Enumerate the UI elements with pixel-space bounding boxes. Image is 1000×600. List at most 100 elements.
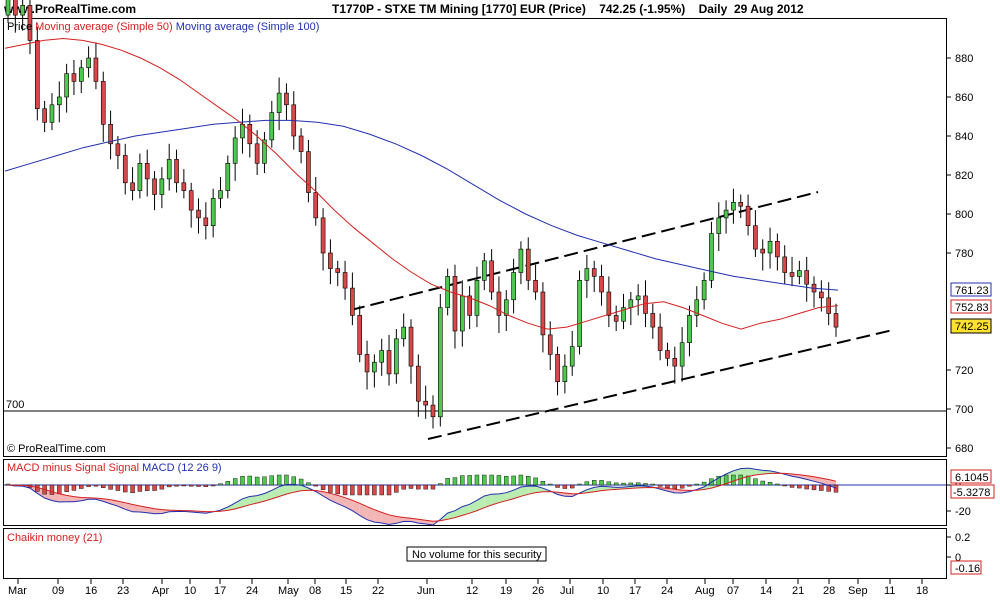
candle [819,280,824,312]
macd-bar [298,478,304,486]
candle [621,293,626,330]
macd-bar [408,484,414,489]
candle [650,303,656,339]
candle [833,303,839,337]
macd-bar [570,484,575,489]
chaikin-tick-label: 0.2 [955,532,970,544]
macd-bar [833,484,839,493]
macd-bar [811,484,817,491]
macd-bar [526,476,531,486]
candle [657,313,663,361]
macd-bar [108,484,113,490]
macd-bar [181,484,187,487]
candle [284,83,289,121]
macd-panel[interactable] [3,459,947,526]
macd-bar [174,484,179,487]
date-tick-label: Jul [560,585,574,597]
candle [474,266,480,328]
ma100-badge-text: 761.23 [955,285,989,297]
legend-ma50: Moving average (Simple 50) [35,21,173,33]
macd-bar [657,484,663,487]
price-tick-label: 860 [955,92,973,104]
macd-bar [225,481,231,486]
macd-bar [79,484,84,489]
date-tick-label: Jun [417,585,435,597]
macd-bar [115,484,121,491]
candle [71,59,77,96]
macd-bar [145,484,150,491]
macd-bar [775,483,780,486]
ma50-badge: 752.83 [950,299,992,314]
macd-bar [445,478,450,486]
site-name[interactable]: www.ProRealTime.com [4,2,137,16]
macd-bar [320,484,326,490]
candle [225,155,231,199]
candle [496,276,502,333]
candle [687,305,692,357]
macd-bar [401,484,406,490]
candle [672,346,678,384]
candle [540,282,546,353]
macd-bar [342,484,348,496]
date-tick-label: 10 [597,585,609,597]
macd-bar [328,484,333,493]
legend-price: Price [7,21,32,33]
date-tick-label: 26 [532,585,544,597]
macd-bar [460,475,465,486]
date-tick-label: 15 [340,585,352,597]
candle [232,126,238,181]
macd-bar [767,482,773,486]
macd-bar [254,476,260,486]
candle [137,153,143,199]
candle [159,167,165,209]
candle [372,354,377,388]
candle [64,63,69,113]
chaikin-tick-label: 0 [955,552,961,564]
candle [93,42,99,90]
candle [306,139,311,203]
price-panel[interactable] [3,18,947,457]
macd-bar [599,480,604,486]
macd-bar [430,484,436,490]
macd-bar [276,474,282,486]
candle [760,239,766,271]
macd-bar [548,483,553,486]
macd-bar [496,475,502,486]
macd-histogram [5,474,839,496]
candle [254,130,260,175]
macd-bar [643,483,648,486]
period: Daily [698,2,728,16]
macd-bar [613,482,619,486]
macd-bar [167,484,172,488]
macd-bar [782,484,787,487]
macd-bar [262,476,267,486]
macd-bar [804,484,809,490]
macd-bar [86,484,91,487]
macd-bar [64,484,69,493]
macd-bar [511,475,516,486]
macd-bar [335,484,340,495]
candle [196,198,201,234]
candle [562,354,568,394]
candle [13,0,18,33]
macd-bar [386,484,392,496]
candle [731,188,736,224]
macd-bar [665,484,670,489]
macd-bar [101,484,106,488]
candle [335,260,341,287]
candle [753,210,758,257]
macd-bar [423,484,428,490]
macd-bar [533,477,538,486]
macd-bar [797,484,802,489]
candle [394,329,399,384]
price-tick-label: 840 [955,131,973,143]
candles-group [5,0,839,429]
macd-bar [357,484,362,496]
candle [635,284,641,316]
price-tick-label: 720 [955,365,973,377]
macd-bar [372,484,377,496]
candle [452,264,458,349]
date-tick-label: 23 [117,585,129,597]
last-price: 742.25 [599,2,636,16]
